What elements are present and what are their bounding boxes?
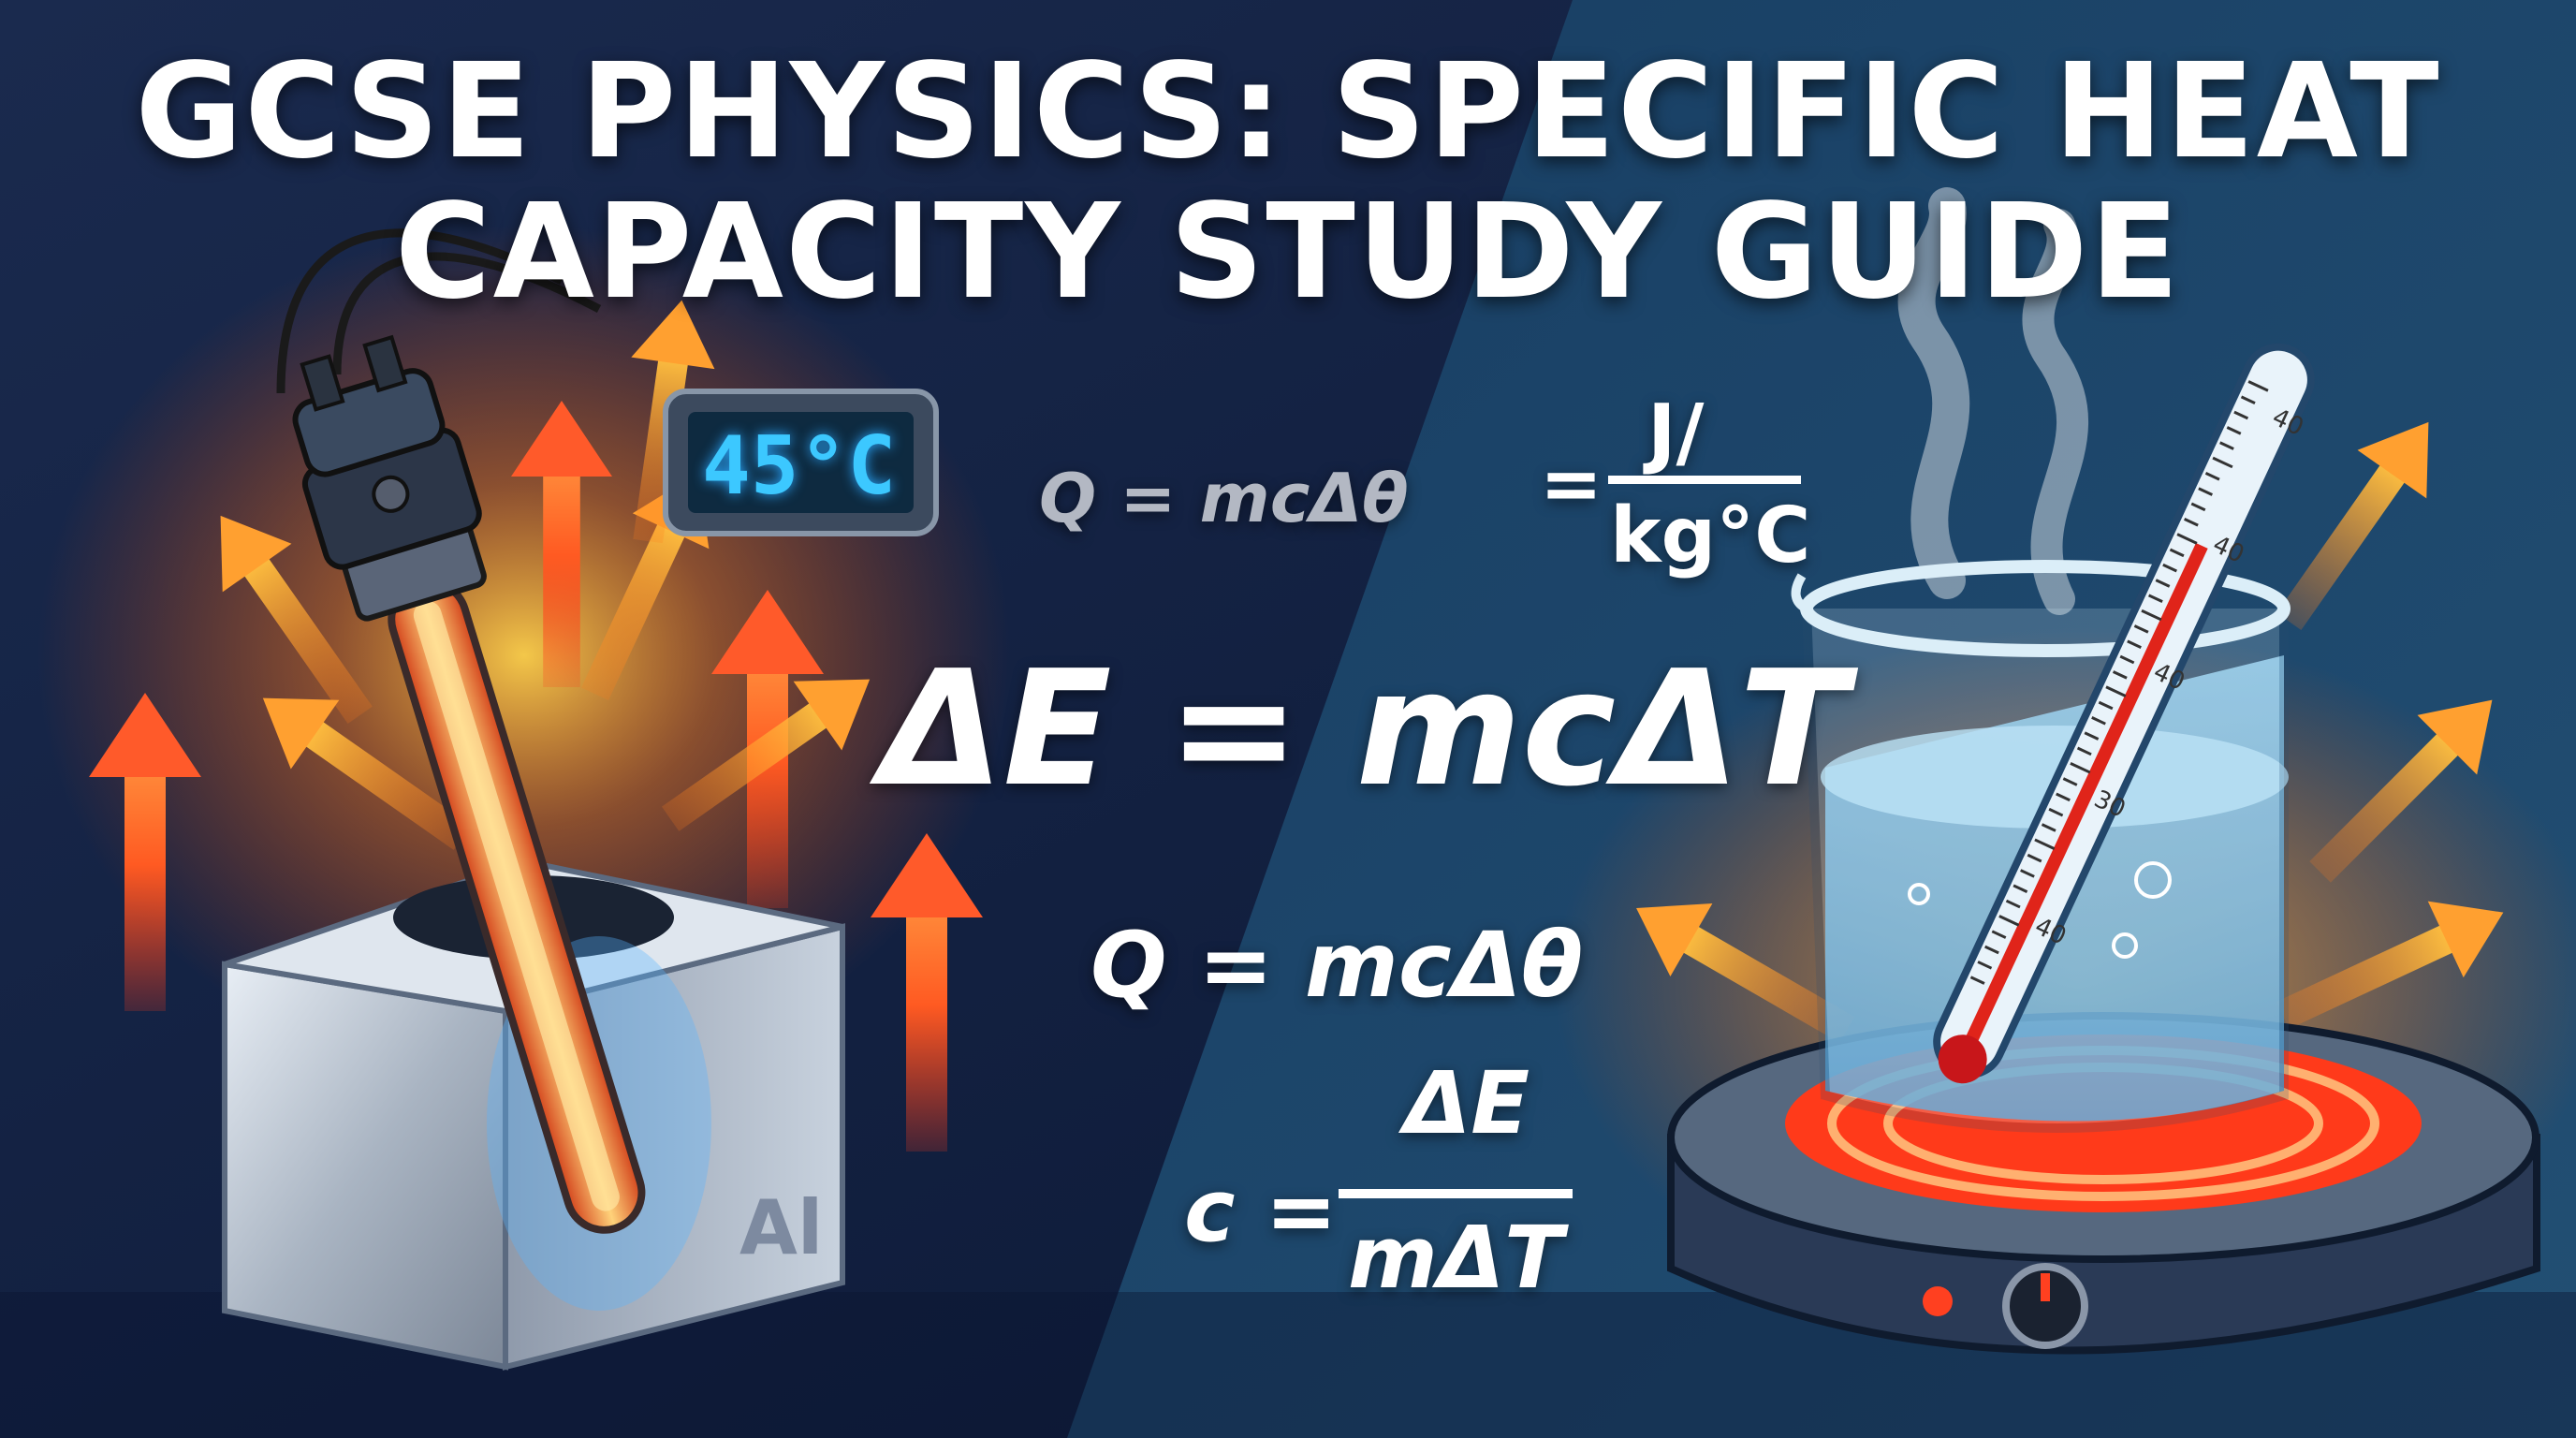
equation-q-small: Q = mcΔθ bbox=[1039, 459, 1409, 537]
equation-q: Q = mcΔθ bbox=[1090, 913, 1584, 1018]
thermometer-tick bbox=[2034, 838, 2056, 851]
thermometer-tick bbox=[2105, 685, 2127, 697]
immersion-heater bbox=[292, 334, 646, 1234]
thermometer-tick bbox=[2219, 441, 2234, 450]
thermometer-tick bbox=[2190, 502, 2206, 512]
thermometer-tick bbox=[2076, 746, 2092, 756]
title-line-1: GCSE PHYSICS: SPECIFIC HEAT bbox=[135, 36, 2441, 188]
thermometer-tick bbox=[1998, 915, 2020, 927]
thermometer-tick bbox=[2184, 517, 2199, 527]
thermometer-tick bbox=[2119, 654, 2135, 665]
thermometer-tick bbox=[2141, 609, 2162, 622]
unit-fraction-bar bbox=[1608, 476, 1801, 484]
thermometer-tick bbox=[2212, 456, 2233, 469]
thermometer-tick bbox=[2240, 395, 2256, 404]
title-line-2: CAPACITY STUDY GUIDE bbox=[394, 176, 2182, 329]
thermometer-tick bbox=[2048, 807, 2064, 817]
c-lhs: c = bbox=[1184, 1161, 1338, 1261]
thermometer-tick bbox=[1977, 961, 1993, 970]
thermometer-tick bbox=[2147, 594, 2163, 604]
thermometer-tick bbox=[2176, 533, 2198, 545]
block-label: Al bbox=[739, 1184, 824, 1271]
thermometer-tick bbox=[1991, 930, 2007, 939]
thermometer-tick bbox=[2155, 579, 2171, 588]
thermometer-tick bbox=[2169, 548, 2185, 558]
power-light bbox=[1923, 1286, 1953, 1316]
digital-thermometer-display bbox=[663, 389, 939, 536]
c-denominator: mΔT bbox=[1348, 1208, 1563, 1308]
thermometer-tick bbox=[2012, 884, 2028, 893]
thermometer-tick bbox=[2162, 563, 2177, 573]
thermometer-tick bbox=[2091, 716, 2106, 726]
thermometer-tick bbox=[2198, 487, 2214, 496]
thermometer-tick bbox=[2062, 777, 2078, 786]
unit-equals: = bbox=[1540, 440, 1603, 527]
thermometer-tick bbox=[2226, 426, 2242, 435]
thermometer-tick bbox=[2127, 639, 2142, 649]
thermometer-tick bbox=[2098, 700, 2114, 711]
equation-main: ΔE = mcΔT bbox=[880, 637, 1848, 822]
thermometer-tick bbox=[2112, 670, 2128, 680]
thermometer-tick bbox=[2027, 853, 2042, 863]
temperature-readout: 45°C bbox=[702, 419, 897, 513]
thermometer-tick bbox=[2041, 823, 2056, 832]
thermometer-tick bbox=[1984, 945, 1999, 955]
thermometer-tick bbox=[2056, 792, 2071, 802]
thermometer-tick bbox=[2233, 410, 2249, 420]
thermometer-tick bbox=[2005, 899, 2021, 909]
heater-cable bbox=[276, 228, 564, 394]
unit-denominator: kg°C bbox=[1610, 492, 1811, 580]
unit-numerator: J/ bbox=[1647, 389, 1705, 477]
thermometer-tick bbox=[1969, 976, 1985, 985]
thermometer-tick bbox=[2070, 761, 2091, 774]
thermometer-tick bbox=[2204, 472, 2220, 481]
control-knob bbox=[2002, 1263, 2088, 1349]
thermometer-tick bbox=[2020, 869, 2035, 878]
thermometer-tick bbox=[2247, 380, 2269, 392]
fraction-bar bbox=[1339, 1189, 1573, 1198]
steam bbox=[1897, 187, 2089, 615]
c-numerator: ΔE bbox=[1404, 1053, 1530, 1153]
thermometer-tick bbox=[2084, 731, 2100, 741]
thermometer-tick bbox=[2133, 624, 2149, 634]
